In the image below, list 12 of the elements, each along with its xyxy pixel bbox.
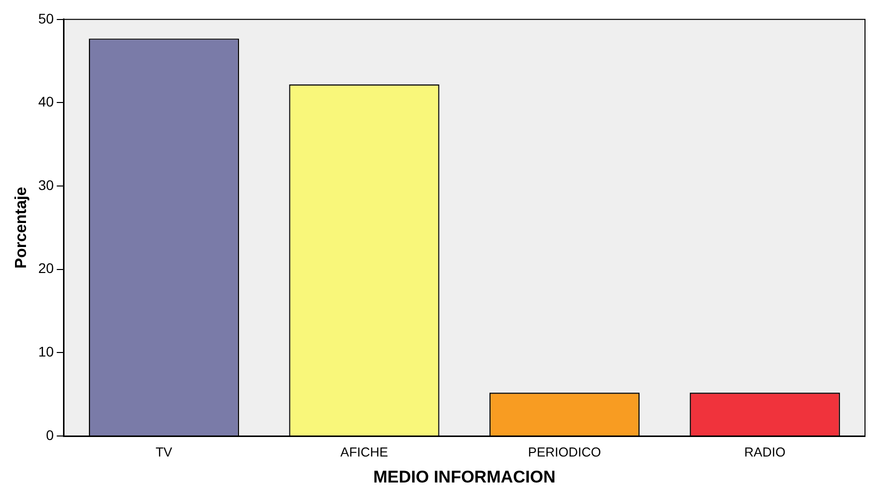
x-tick-label: TV xyxy=(156,444,173,460)
y-tick-label: 20 xyxy=(38,260,54,276)
x-tick-label: PERIODICO xyxy=(528,444,602,460)
y-tick-label: 10 xyxy=(38,344,54,360)
x-tick-label: AFICHE xyxy=(340,444,388,460)
y-tick-label: 50 xyxy=(38,10,54,26)
y-tick-label: 40 xyxy=(38,94,54,110)
y-tick-label: 0 xyxy=(46,426,54,443)
y-tick-label: 30 xyxy=(38,176,54,193)
y-axis-title: Porcentaje xyxy=(13,186,30,269)
x-axis-title: MEDIO INFORMACION xyxy=(373,467,556,486)
x-tick-label: RADIO xyxy=(744,444,786,460)
